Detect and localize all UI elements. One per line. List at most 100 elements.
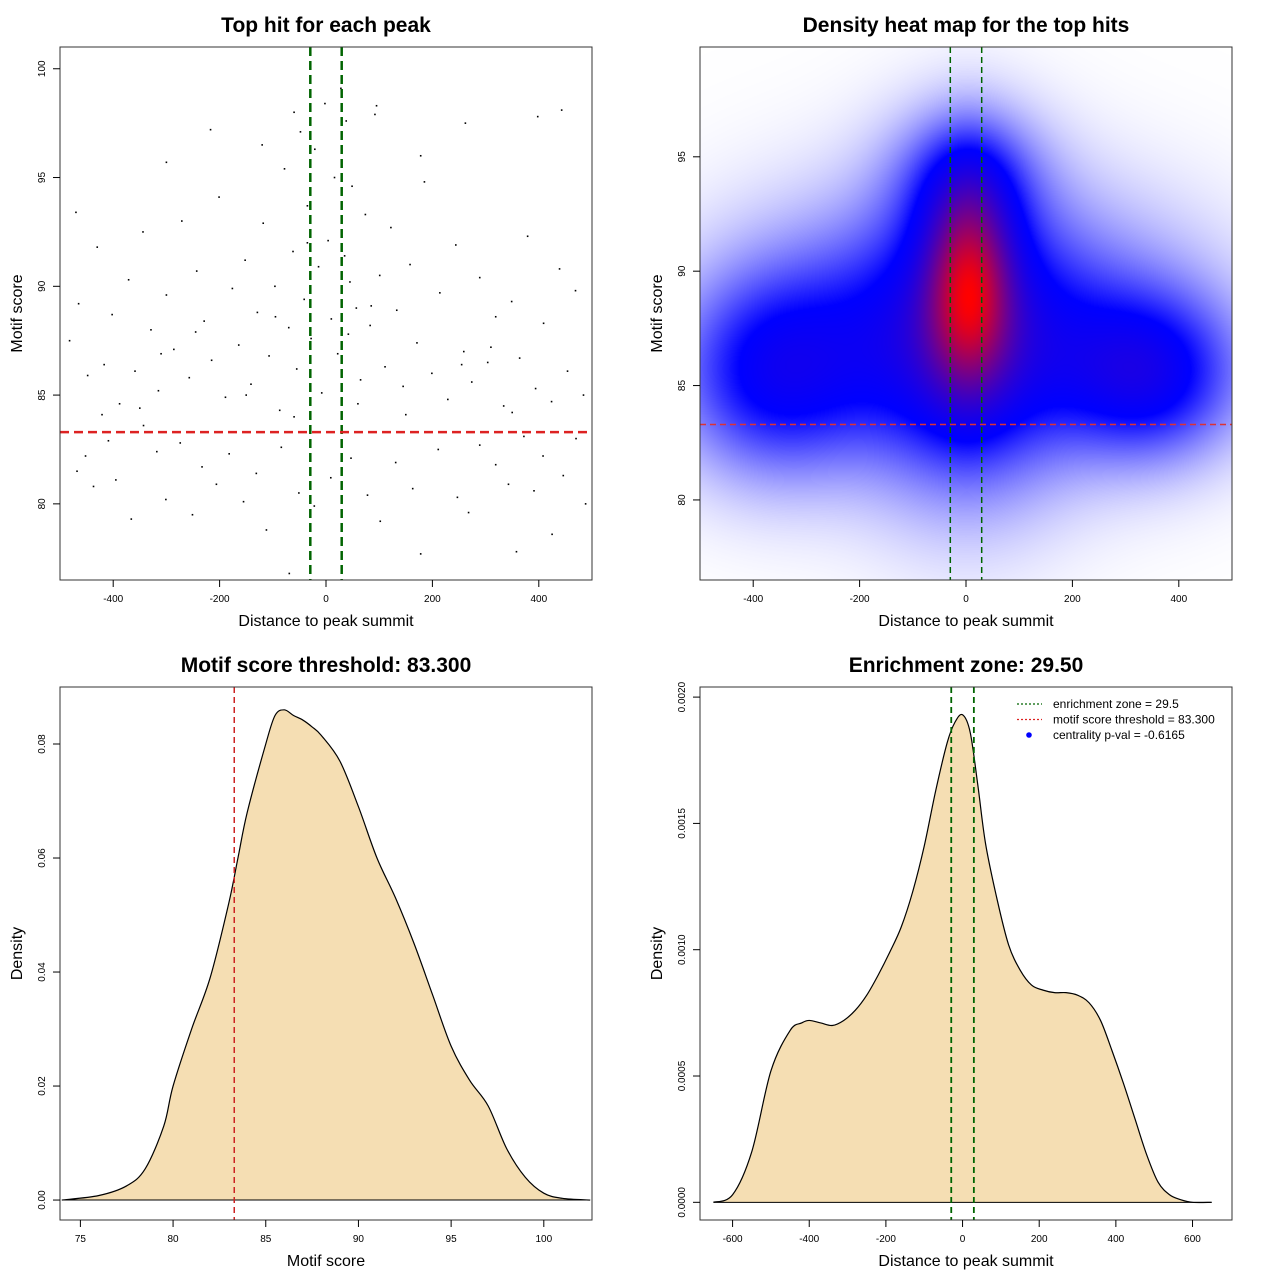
data-point [447, 398, 449, 401]
data-point [320, 392, 323, 394]
data-point [542, 455, 544, 457]
x-tick-label: -600 [723, 1234, 743, 1245]
data-point [306, 205, 309, 207]
data-point [298, 492, 300, 494]
x-tick-label: 400 [1108, 1234, 1125, 1245]
x-tick-label: 75 [75, 1234, 87, 1245]
data-point [510, 300, 513, 303]
data-point [201, 466, 203, 468]
data-point [314, 148, 316, 151]
data-point [336, 352, 339, 355]
reference-lines [700, 47, 1232, 580]
data-point [101, 413, 103, 416]
density-curve [61, 709, 591, 1201]
data-point [115, 479, 117, 481]
data-point [130, 518, 133, 520]
data-point [405, 413, 407, 416]
y-tick-label: 0.04 [37, 962, 48, 982]
data-point [317, 265, 320, 268]
legend-entry-label: motif score threshold = 83.300 [1053, 713, 1215, 727]
data-point [215, 483, 218, 486]
data-point [462, 350, 465, 353]
data-point [394, 461, 397, 464]
data-point [103, 363, 105, 366]
data-point [278, 409, 281, 412]
data-point [107, 439, 110, 442]
data-point [195, 270, 198, 272]
data-point [165, 161, 168, 164]
x-tick-label: 0 [323, 594, 329, 605]
data-point [228, 453, 230, 455]
x-axis-label: Motif score [287, 1253, 365, 1270]
x-tick-label: 200 [1064, 594, 1081, 605]
heatmap-panel: Density heat map for the top hits Distanc… [649, 14, 1233, 630]
data-point [191, 513, 194, 516]
data-point [303, 298, 305, 301]
reference-lines [60, 47, 592, 580]
data-point [324, 102, 326, 105]
data-point [203, 320, 205, 322]
data-point [295, 368, 298, 370]
data-point [423, 181, 426, 183]
data-point [77, 302, 80, 305]
data-point [558, 268, 561, 270]
scatter-points [68, 87, 587, 575]
y-tick-label: 0.0005 [677, 1060, 688, 1091]
data-point [456, 496, 459, 499]
data-point [536, 115, 539, 118]
density-area-group [61, 687, 591, 1220]
data-point [551, 533, 553, 536]
density-area-group [713, 687, 1212, 1220]
data-point [242, 500, 245, 503]
data-point [68, 339, 71, 342]
density-curve [713, 713, 1212, 1204]
data-point [292, 250, 294, 253]
data-point [494, 463, 497, 466]
y-tick-label: 80 [37, 498, 48, 510]
data-point [194, 331, 197, 333]
x-tick-label: -200 [850, 594, 870, 605]
y-axis-label: Density [9, 927, 26, 980]
plot-frame [699, 686, 1233, 1221]
data-point [288, 572, 291, 575]
data-point [378, 274, 381, 277]
data-point [370, 305, 373, 307]
enrichment-zone-density-panel: Enrichment zone: 29.50 Distance to peak s… [649, 654, 1233, 1270]
data-point [237, 344, 240, 346]
y-tick-label: 0.0010 [677, 934, 688, 965]
data-point [250, 383, 252, 386]
x-tick-label: -200 [210, 594, 230, 605]
data-point [437, 448, 440, 451]
data-point [351, 185, 353, 188]
data-point [478, 444, 481, 446]
data-point [274, 315, 277, 318]
data-point [357, 402, 359, 405]
y-axis-label: Density [649, 927, 666, 980]
y-tick-label: 95 [677, 151, 688, 163]
data-point [327, 239, 329, 242]
legend-entry-label: enrichment zone = 29.5 [1053, 697, 1179, 711]
data-point [345, 120, 348, 122]
data-point [209, 128, 212, 131]
data-point [299, 131, 302, 133]
data-point [460, 363, 463, 366]
chart-title: Enrichment zone: 29.50 [849, 654, 1084, 677]
data-point [165, 294, 168, 296]
data-point [494, 315, 497, 318]
data-point [293, 111, 295, 114]
data-point [566, 370, 569, 372]
x-tick-label: 80 [168, 1234, 180, 1245]
x-tick-label: 95 [446, 1234, 458, 1245]
y-tick-label: 80 [677, 494, 688, 506]
data-point [111, 313, 113, 316]
data-point [231, 287, 234, 290]
data-point [86, 374, 89, 377]
data-point [283, 168, 286, 170]
data-point [550, 400, 553, 403]
data-point [210, 359, 213, 362]
data-point [255, 472, 258, 475]
density-fill [61, 709, 591, 1201]
legend: enrichment zone = 29.5 motif score thresh… [1017, 697, 1215, 742]
data-point [329, 476, 332, 479]
